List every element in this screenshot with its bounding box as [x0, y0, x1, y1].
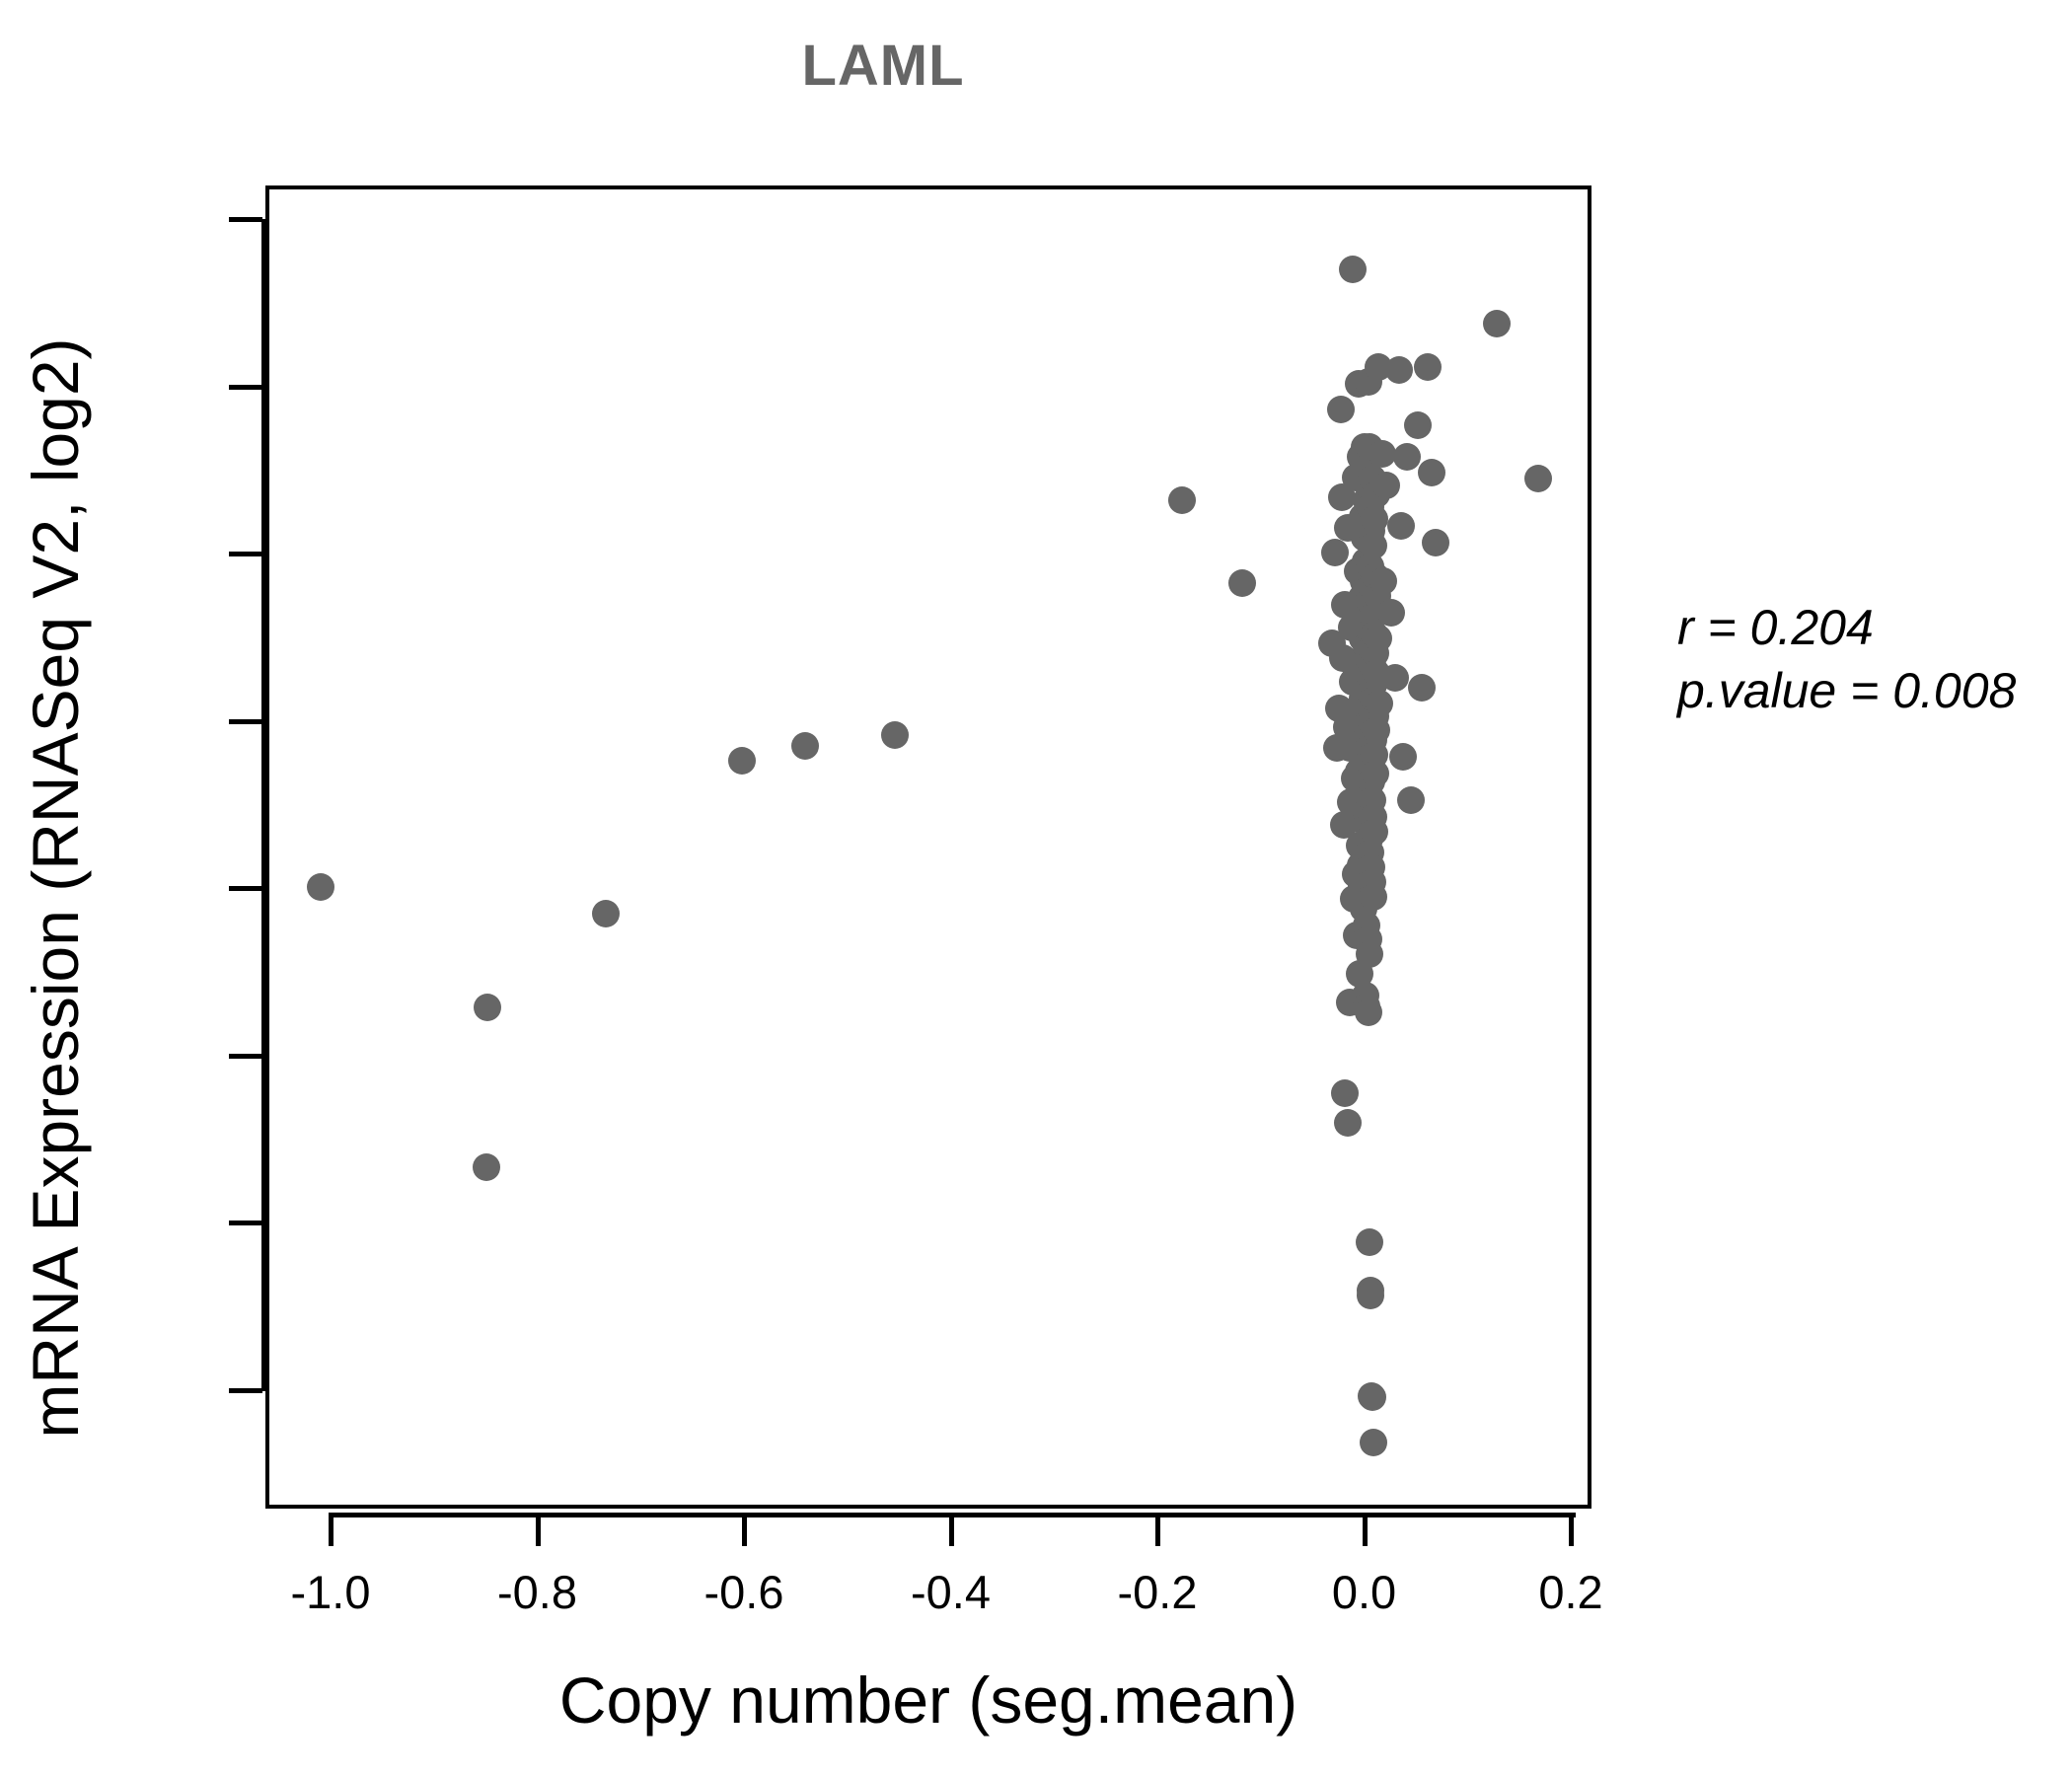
data-point [1362, 715, 1390, 744]
data-point [1338, 256, 1367, 284]
data-point [1355, 1227, 1383, 1256]
y-axis-tick [229, 1221, 262, 1226]
data-point [1389, 742, 1418, 771]
data-point [1227, 568, 1256, 597]
x-axis-tick [535, 1513, 541, 1546]
data-point [1524, 465, 1553, 493]
x-axis-tick [1155, 1513, 1160, 1546]
y-axis-tick [229, 217, 262, 222]
data-point [1360, 505, 1388, 534]
x-axis-tick [742, 1513, 747, 1546]
data-point [1360, 818, 1388, 847]
y-axis-line [261, 219, 266, 1391]
x-axis-title: Copy number (seg.mean) [558, 1664, 1298, 1737]
data-point [1393, 443, 1422, 472]
x-axis-tick-label: -0.6 [703, 1566, 784, 1618]
x-axis-tick-label: -1.0 [290, 1566, 371, 1618]
y-axis-tick [229, 1053, 262, 1059]
data-point [1421, 528, 1449, 556]
y-axis-tick [229, 552, 262, 557]
data-point [1333, 1109, 1362, 1138]
x-axis-tick-label: 0.2 [1538, 1566, 1603, 1618]
data-point [1359, 1429, 1387, 1457]
data-point [790, 731, 819, 760]
statistics-annotation: r = 0.204 p.value = 0.008 [1677, 596, 2016, 722]
p-value: p.value = 0.008 [1677, 663, 2017, 718]
data-point [1380, 664, 1409, 693]
data-point [1414, 352, 1443, 381]
x-axis-tick [948, 1513, 954, 1546]
data-point [1327, 396, 1356, 424]
data-point [1366, 689, 1394, 717]
x-axis-tick-label: 0.0 [1331, 1566, 1397, 1618]
y-axis-tick [229, 384, 262, 390]
x-axis-tick-label: -0.8 [497, 1566, 577, 1618]
data-point [1376, 599, 1405, 628]
x-axis-tick [1569, 1513, 1574, 1546]
data-point [1167, 486, 1196, 515]
data-point [1372, 472, 1401, 500]
data-point [727, 747, 756, 776]
data-point [1359, 883, 1387, 912]
data-point [592, 899, 621, 927]
y-axis-tick [229, 1388, 262, 1393]
data-point [1364, 624, 1392, 652]
page-title: LAML [801, 34, 965, 98]
correlation-value: r = 0.204 [1677, 600, 1874, 655]
data-point [1354, 999, 1382, 1027]
plot-area [265, 185, 1591, 1509]
data-point [1369, 440, 1397, 468]
data-point [1483, 309, 1512, 337]
x-axis-tick-label: -0.4 [911, 1566, 991, 1618]
x-axis-tick [1362, 1513, 1368, 1546]
data-point [1320, 539, 1349, 567]
data-point [880, 720, 909, 749]
data-point [1359, 532, 1387, 560]
y-axis-title: mRNA Expression (RNASeq V2, log2) [19, 337, 92, 1439]
data-point [1397, 786, 1426, 815]
data-point [1403, 411, 1432, 440]
data-point [307, 873, 335, 902]
data-point [474, 994, 502, 1022]
data-point [1384, 356, 1413, 385]
data-point [1361, 759, 1389, 787]
data-point [1407, 674, 1436, 703]
x-axis-tick-label: -0.2 [1117, 1566, 1198, 1618]
data-point [1358, 1383, 1386, 1412]
data-point [1387, 511, 1416, 540]
data-point [1355, 940, 1383, 969]
x-axis-tick [329, 1513, 333, 1546]
y-axis-tick [229, 718, 262, 724]
data-point [1356, 1281, 1384, 1309]
data-point [1331, 1078, 1360, 1107]
y-axis-tick [229, 886, 262, 892]
data-point [1369, 566, 1398, 595]
data-point [472, 1153, 500, 1182]
data-point [1418, 458, 1446, 486]
